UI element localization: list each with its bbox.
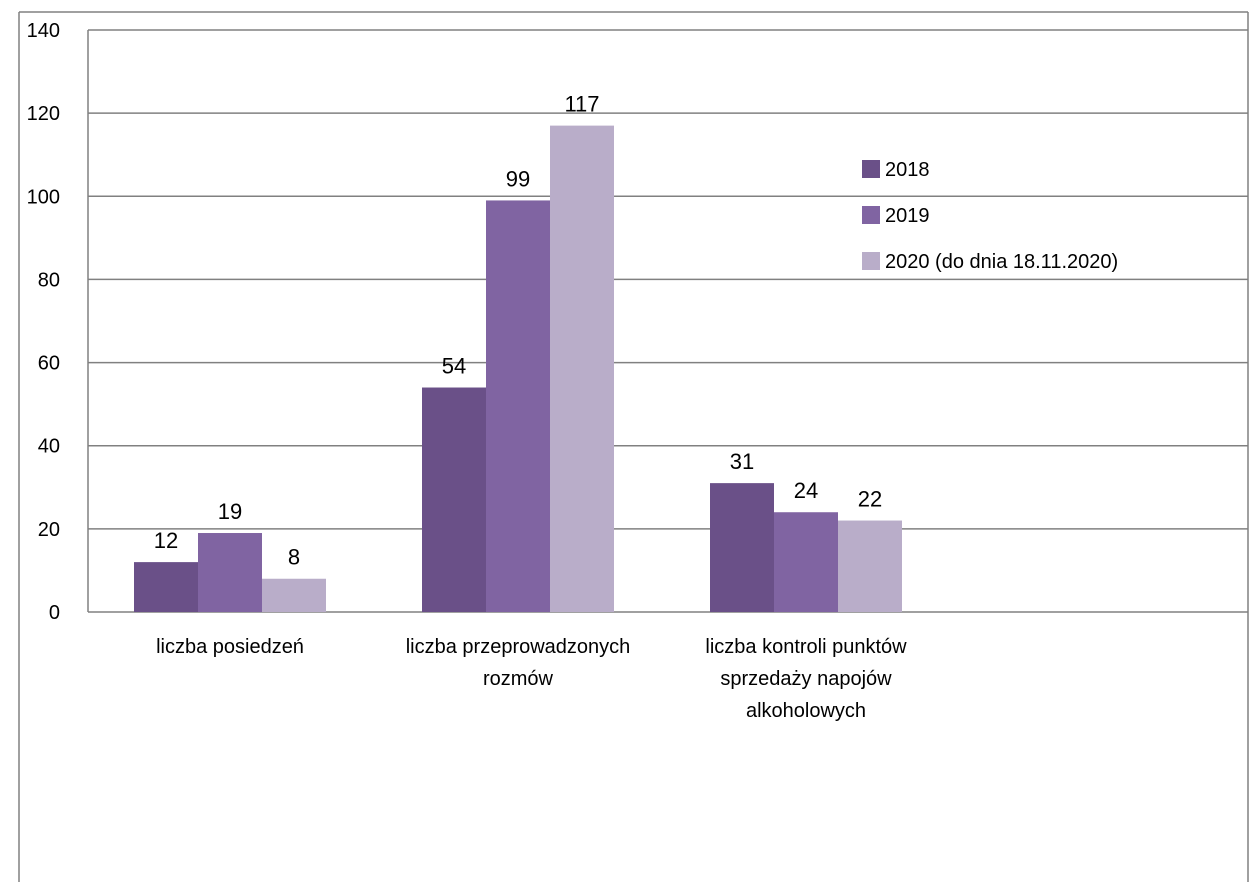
data-label: 8 (288, 545, 300, 570)
bar-2019-0 (198, 533, 262, 612)
legend-label: 2018 (885, 159, 930, 181)
bar-2018-1 (422, 387, 486, 612)
y-axis-ticks: 0 20 40 60 80 100 120 140 (27, 20, 60, 624)
category-label: rozmów (483, 668, 554, 690)
bar-2020-2 (838, 520, 902, 612)
y-tick-label: 40 (38, 436, 60, 458)
y-tick-label: 60 (38, 353, 60, 375)
data-label: 99 (506, 166, 530, 191)
y-tick-label: 0 (49, 602, 60, 624)
category-labels: liczba posiedzeń liczba przeprowadzonych r… (156, 636, 907, 722)
bars (134, 125, 902, 612)
legend-label: 2019 (885, 205, 930, 227)
data-labels: 12 54 31 19 99 24 8 117 22 (154, 92, 882, 570)
bar-2018-2 (710, 483, 774, 612)
data-label: 19 (218, 499, 242, 524)
legend-swatch (862, 206, 880, 224)
data-label: 117 (564, 92, 599, 117)
data-label: 31 (730, 449, 754, 474)
bar-2019-1 (486, 200, 550, 612)
category-label: alkoholowych (746, 700, 866, 722)
category-label: liczba kontroli punktów (705, 636, 907, 658)
data-label: 54 (442, 354, 466, 379)
bar-2018-0 (134, 562, 198, 612)
y-tick-label: 140 (27, 20, 60, 42)
category-label: liczba posiedzeń (156, 636, 304, 658)
y-tick-label: 80 (38, 269, 60, 291)
data-label: 24 (794, 478, 818, 503)
data-label: 22 (858, 487, 882, 512)
legend: 2018 2019 2020 (do dnia 18.11.2020) (862, 159, 1118, 273)
data-label: 12 (154, 528, 178, 553)
y-tick-label: 20 (38, 519, 60, 541)
legend-swatch (862, 160, 880, 178)
y-tick-label: 120 (27, 103, 60, 125)
y-tick-label: 100 (27, 186, 60, 208)
category-label: liczba przeprowadzonych (406, 636, 631, 658)
legend-swatch (862, 252, 880, 270)
legend-label: 2020 (do dnia 18.11.2020) (885, 251, 1118, 273)
category-label: sprzedaży napojów (720, 668, 892, 690)
bar-2019-2 (774, 512, 838, 612)
bar-2020-0 (262, 578, 326, 612)
bar-2020-1 (550, 125, 614, 612)
gridlines (88, 29, 1248, 613)
